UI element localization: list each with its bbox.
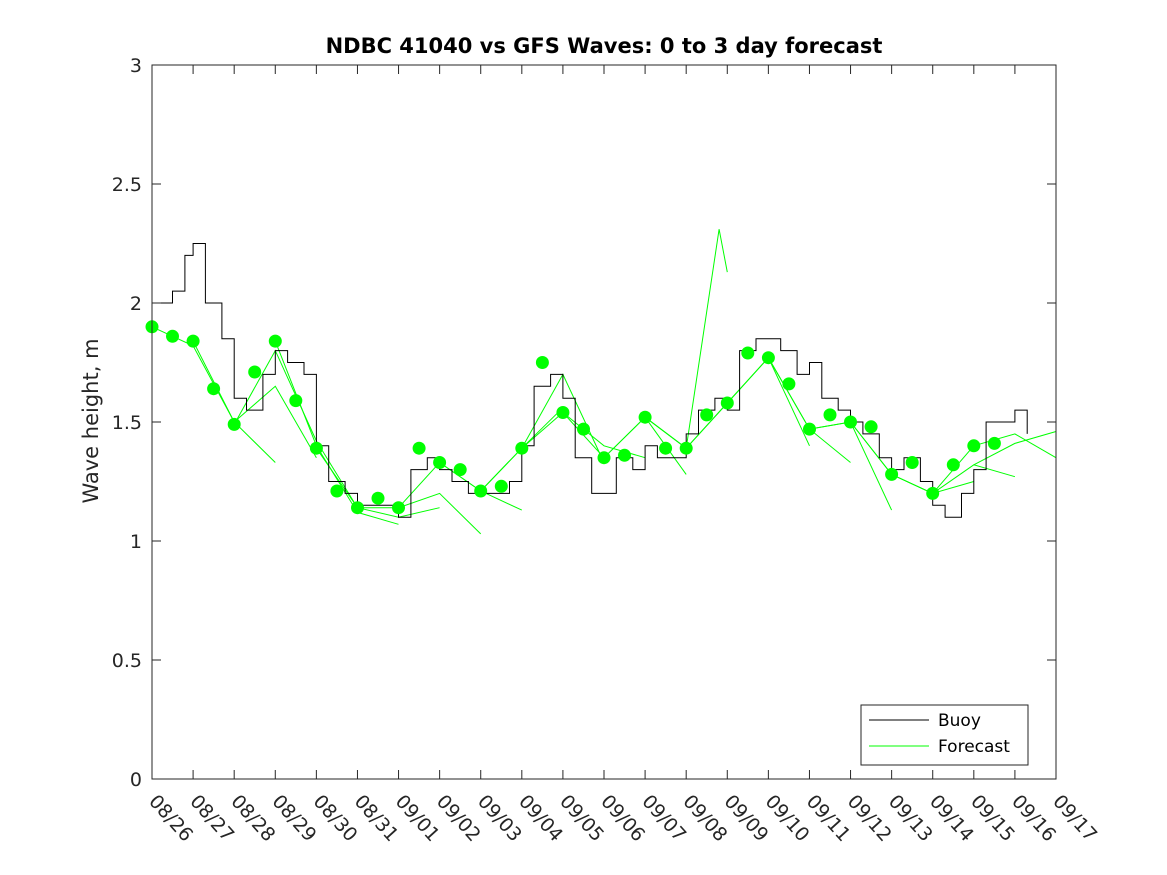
- forecast-run-line: [357, 492, 482, 535]
- forecast-marker: [186, 334, 200, 348]
- plot-area: [145, 65, 1057, 779]
- x-tick-label: 09/12: [843, 791, 896, 846]
- x-tick-label: 09/13: [884, 791, 937, 846]
- forecast-marker: [392, 501, 405, 515]
- forecast-marker: [330, 484, 344, 498]
- y-tick-label: 0.5: [112, 650, 142, 672]
- forecast-marker: [535, 356, 549, 369]
- y-axis-label: Wave height, m: [79, 338, 103, 503]
- forecast-marker: [577, 422, 590, 436]
- forecast-marker: [371, 491, 385, 505]
- forecast-markers: [145, 320, 1001, 515]
- x-tick-label: 09/04: [514, 791, 567, 846]
- forecast-marker: [556, 406, 570, 419]
- x-tick-label: 08/26: [144, 791, 197, 846]
- legend-box: [860, 704, 1029, 766]
- forecast-marker: [885, 467, 899, 481]
- forecast-marker: [679, 441, 693, 455]
- forecast-marker: [433, 456, 447, 469]
- forecast-marker: [987, 436, 1001, 450]
- x-tick-label: 09/10: [761, 791, 814, 846]
- x-tick-label: 09/16: [1007, 791, 1060, 846]
- legend: Buoy Forecast: [860, 704, 1029, 766]
- forecast-marker: [741, 346, 755, 360]
- forecast-marker: [207, 382, 221, 396]
- forecast-run-line: [891, 464, 1016, 494]
- forecast-marker: [761, 351, 775, 365]
- forecast-marker: [659, 441, 673, 455]
- forecast-marker: [946, 458, 960, 472]
- x-tick-label: 09/06: [596, 791, 649, 846]
- forecast-marker: [618, 448, 631, 462]
- y-tick-label: 2.5: [112, 174, 142, 196]
- plot-background: [152, 65, 1056, 779]
- x-tick-label: 09/05: [555, 791, 608, 846]
- x-tick-label: 09/09: [720, 791, 773, 846]
- x-tick-label: 09/07: [637, 791, 690, 846]
- x-tick-label: 09/02: [432, 791, 485, 846]
- x-tick-label: 09/03: [473, 791, 526, 846]
- buoy-series: [152, 243, 1028, 518]
- chart-title: NDBC 41040 vs GFS Waves: 0 to 3 day fore…: [326, 34, 883, 58]
- forecast-run-line: [274, 340, 399, 525]
- x-tick-label: 09/14: [925, 791, 978, 846]
- forecast-marker: [638, 410, 652, 424]
- forecast-marker: [864, 420, 878, 434]
- forecast-run-line: [644, 229, 728, 450]
- forecast-marker: [268, 334, 282, 348]
- y-tick-label: 2: [130, 293, 142, 315]
- forecast-marker: [905, 456, 919, 469]
- x-tick-label: 08/31: [350, 791, 403, 846]
- x-tick-label: 09/08: [678, 791, 731, 846]
- forecast-marker: [412, 441, 426, 455]
- forecast-marker: [597, 451, 611, 465]
- y-axis: 0 0.5 1 1.5 2 2.5 3: [112, 55, 1056, 791]
- forecast-run-line: [192, 340, 317, 458]
- buoy-line: [152, 243, 1028, 518]
- y-tick-label: 1: [130, 531, 142, 553]
- forecast-marker: [967, 439, 981, 453]
- forecast-marker: [351, 501, 364, 515]
- legend-buoy-label: Buoy: [938, 711, 981, 731]
- forecast-marker: [494, 479, 508, 493]
- forecast-marker: [926, 486, 940, 500]
- legend-forecast-label: Forecast: [938, 737, 1010, 757]
- y-tick-label: 0: [130, 769, 142, 791]
- x-tick-label: 08/30: [309, 791, 362, 846]
- forecast-marker: [803, 422, 816, 436]
- y-tick-label: 1.5: [112, 412, 142, 434]
- x-tick-label: 09/11: [802, 791, 855, 846]
- x-tick-label: 08/28: [226, 791, 279, 846]
- forecast-marker: [453, 463, 467, 477]
- forecast-marker: [309, 441, 323, 455]
- forecast-marker: [166, 329, 179, 343]
- forecast-marker: [227, 417, 241, 431]
- forecast-marker: [515, 441, 529, 455]
- forecast-marker: [720, 396, 734, 410]
- x-tick-label: 08/29: [268, 791, 321, 846]
- forecast-marker: [248, 365, 262, 379]
- forecast-run-line: [480, 373, 605, 492]
- forecast-run-line: [973, 431, 1057, 466]
- forecast-run-line: [315, 447, 440, 518]
- x-tick-label: 09/17: [1048, 791, 1101, 846]
- y-tick-label: 3: [130, 55, 142, 77]
- forecast-marker: [823, 408, 837, 422]
- forecast-marker: [782, 377, 796, 391]
- forecast-marker: [289, 394, 303, 408]
- x-tick-label: 08/27: [185, 791, 238, 846]
- forecast-marker: [474, 484, 488, 498]
- forecast-marker: [700, 408, 714, 422]
- x-tick-label: 09/15: [966, 791, 1019, 846]
- x-tick-label: 09/01: [391, 791, 444, 846]
- forecast-marker: [844, 415, 857, 429]
